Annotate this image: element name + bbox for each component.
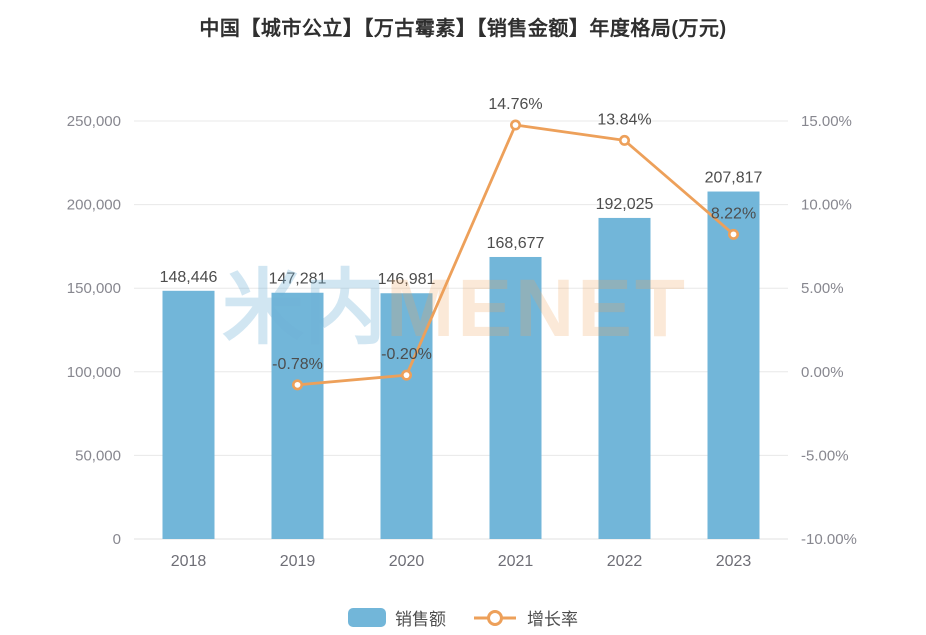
growth-marker[interactable]	[727, 228, 739, 240]
bar-value-label: 147,281	[269, 271, 327, 288]
x-axis-label: 2021	[498, 553, 534, 570]
bar-value-label: 207,817	[705, 170, 763, 187]
growth-marker[interactable]	[618, 134, 630, 146]
y-axis-label-left: 100,000	[67, 364, 121, 381]
growth-value-label: 13.84%	[597, 111, 651, 128]
growth-marker[interactable]	[400, 369, 412, 381]
bar[interactable]	[489, 256, 542, 539]
bar-value-label: 192,025	[596, 196, 654, 213]
y-axis-label-right: 0.00%	[801, 364, 844, 381]
x-axis-label: 2023	[716, 553, 752, 570]
x-axis-label: 2018	[171, 553, 207, 570]
y-axis-label-left: 50,000	[75, 447, 121, 464]
y-axis-label-right: -5.00%	[801, 447, 849, 464]
y-axis-label-left: 200,000	[67, 197, 121, 214]
growth-marker[interactable]	[291, 379, 303, 391]
bar[interactable]	[707, 191, 760, 540]
x-axis-label: 2019	[280, 553, 316, 570]
bar[interactable]	[271, 292, 324, 539]
legend-label-growth: 增长率	[527, 610, 578, 629]
bar[interactable]	[162, 290, 215, 539]
growth-marker[interactable]	[509, 119, 521, 131]
y-axis-label-right: 10.00%	[801, 197, 852, 214]
bar-swatch-icon	[348, 608, 386, 627]
growth-value-label: 14.76%	[488, 96, 542, 113]
bar[interactable]	[598, 217, 651, 539]
y-axis-label-left: 0	[113, 531, 121, 548]
chart-plot-area: 0 -10.00% 50,000 -5.00% 100,000 0.00% 150,000 5…	[67, 96, 857, 570]
y-axis-label-right: 15.00%	[801, 113, 852, 130]
x-axis-label: 2022	[607, 553, 643, 570]
chart-title: 中国【城市公立】【万古霉素】【销售金额】年度格局(万元)	[199, 18, 727, 40]
y-axis-label-right: -10.00%	[801, 531, 857, 548]
bar-value-label: 168,677	[487, 235, 545, 252]
growth-value-label: -0.78%	[272, 356, 323, 373]
y-axis-label-left: 150,000	[67, 280, 121, 297]
line-marker-icon	[474, 609, 516, 626]
growth-value-label: -0.20%	[381, 346, 432, 363]
chart-legend: 销售额 增长率	[0, 605, 926, 630]
y-axis-label-left: 250,000	[67, 113, 121, 130]
y-axis-label-right: 5.00%	[801, 280, 844, 297]
bar-value-label: 148,446	[160, 269, 218, 286]
x-axis-label: 2020	[389, 553, 425, 570]
legend-label-sales: 销售额	[395, 610, 446, 629]
legend-item-growth[interactable]: 增长率	[472, 605, 578, 630]
bar-value-label: 146,981	[378, 271, 436, 288]
growth-value-label: 8.22%	[711, 205, 756, 222]
legend-item-sales[interactable]: 销售额	[348, 605, 446, 630]
